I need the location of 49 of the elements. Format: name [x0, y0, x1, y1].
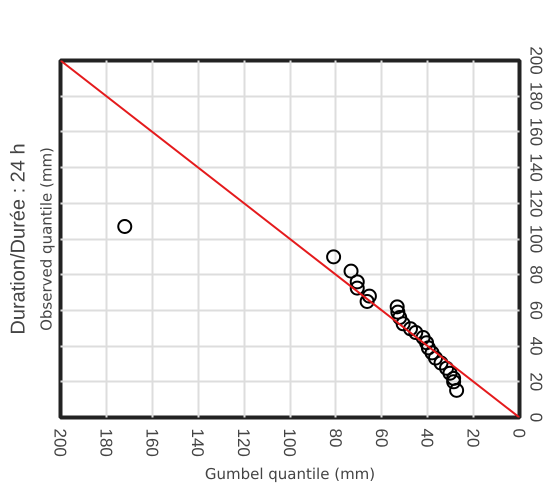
- point: [344, 264, 359, 279]
- point: [449, 382, 464, 398]
- point: [396, 316, 411, 332]
- point: [424, 345, 440, 360]
- point: [416, 330, 431, 346]
- point: [434, 356, 449, 371]
- x-tick-label: 120: [234, 428, 254, 457]
- point: [362, 288, 377, 304]
- point: [439, 360, 454, 376]
- point: [326, 249, 342, 264]
- y-tick-label: 40: [526, 336, 546, 356]
- x-tick-label: 160: [142, 428, 162, 457]
- y-tick-label: 120: [526, 189, 546, 218]
- x-tick-label: 0: [510, 428, 528, 438]
- point: [442, 366, 458, 381]
- x-tick-label: 40: [418, 428, 437, 448]
- point: [350, 274, 365, 290]
- point: [446, 374, 462, 390]
- x-axis-title: Gumbel quantile (mm): [204, 464, 376, 483]
- y-tick-label: 20: [526, 372, 546, 392]
- point: [390, 304, 406, 320]
- x-tick-label: 100: [280, 428, 299, 457]
- y-tick-label: 200: [526, 46, 546, 75]
- point: [350, 280, 365, 296]
- y-tick-label: 160: [526, 118, 546, 146]
- point: [402, 321, 418, 336]
- point: [419, 335, 434, 350]
- y-tick-label: 60: [526, 300, 546, 320]
- text: Duration/Durée : 24 h: [8, 143, 30, 335]
- x-tick-label: 140: [188, 428, 208, 457]
- point: [390, 299, 405, 314]
- y-axis-title: Observed quantile (mm): [38, 147, 56, 331]
- x-tick-label: 20: [464, 428, 483, 448]
- point: [428, 350, 444, 366]
- point: [360, 294, 375, 309]
- x-tick-label: 200: [50, 428, 70, 457]
- y-tick-label: 80: [526, 265, 546, 284]
- point: [446, 370, 462, 386]
- point: [117, 219, 132, 234]
- y-tick-label: 180: [526, 82, 546, 110]
- x-tick-label: 80: [326, 428, 345, 448]
- y-tick-label: 100: [526, 224, 546, 254]
- point: [392, 310, 408, 326]
- point: [420, 340, 436, 356]
- x-tick-label: 60: [372, 428, 391, 448]
- x-tick-label: 180: [96, 428, 116, 457]
- y-tick-label: 140: [526, 153, 546, 182]
- y-tick-label: 0: [526, 412, 546, 422]
- point: [408, 325, 424, 340]
